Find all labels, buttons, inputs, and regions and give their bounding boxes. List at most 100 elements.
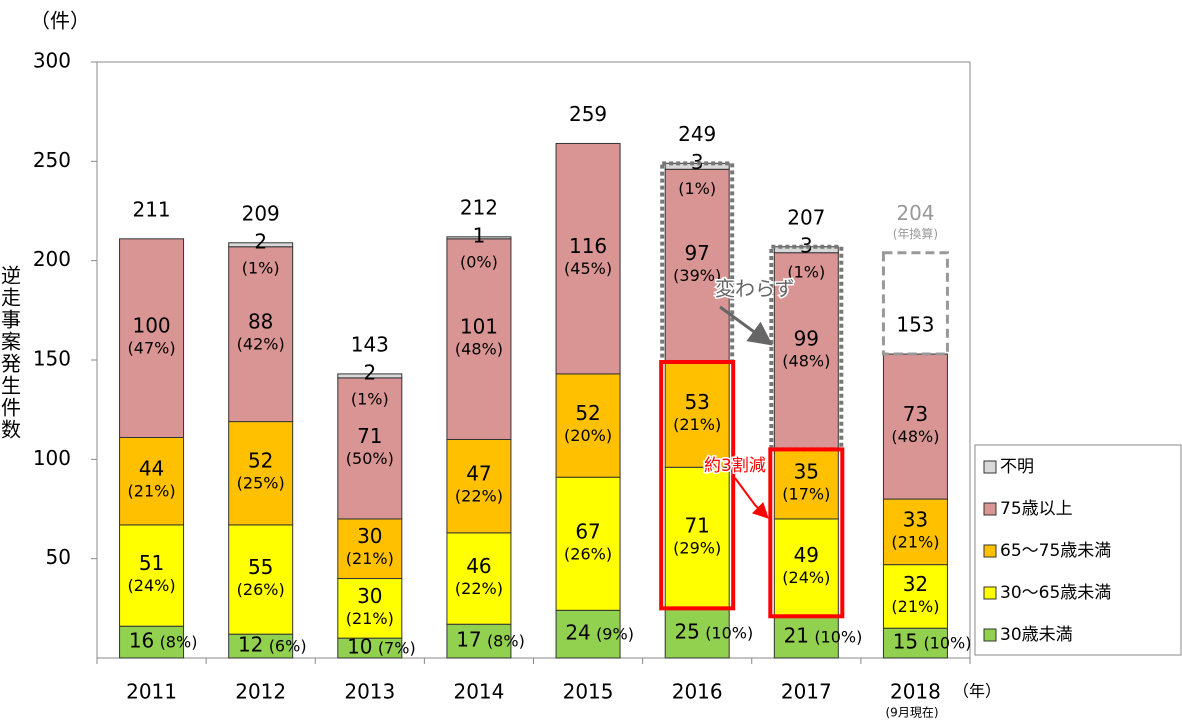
- percent-label: (20%): [564, 426, 612, 445]
- percent-label: (21%): [673, 415, 721, 434]
- value-label: 116: [569, 234, 607, 258]
- arrow: [734, 477, 769, 519]
- legend-label: 75歳以上: [1000, 499, 1073, 519]
- percent-label: (26%): [564, 544, 612, 563]
- annotation: 約3割減: [704, 456, 766, 476]
- total-label: 209: [242, 201, 280, 225]
- percent-label pct: (10%): [705, 624, 753, 643]
- percent-label pct: (9%): [596, 625, 634, 644]
- value-label: 88: [248, 310, 273, 334]
- value-label: 73: [903, 402, 928, 426]
- percent-label: (48%): [782, 352, 830, 371]
- bar-segment: [446, 236, 512, 240]
- value-label: 16: [129, 629, 154, 653]
- total-label: 249: [678, 122, 716, 146]
- bar-segment: [882, 353, 948, 500]
- value-label: 33: [903, 507, 928, 531]
- value-label: 97: [684, 241, 709, 265]
- percent-label: (24%): [128, 576, 176, 595]
- bar-segment: [773, 448, 839, 520]
- bar-segment: [773, 252, 839, 450]
- value-label: 67: [575, 519, 600, 543]
- value-label: 12: [238, 633, 263, 657]
- percent-label: (21%): [346, 609, 394, 628]
- bar-segment: [337, 578, 403, 639]
- legend-label: 不明: [1000, 457, 1034, 477]
- value-label: 1: [473, 223, 486, 247]
- total-label: 207: [787, 205, 825, 229]
- percent-label: (1%): [678, 179, 716, 198]
- x-unit: （年）: [953, 682, 1001, 701]
- bar-segment: [228, 421, 294, 526]
- value-label: 52: [248, 449, 273, 473]
- bar-segment: [555, 476, 621, 611]
- y-unit: （件）: [30, 9, 90, 33]
- percent-label: (1%): [242, 258, 280, 277]
- percent-label: (1%): [787, 262, 825, 281]
- value-label: 53: [684, 390, 709, 414]
- x-tick-label: 2012: [235, 680, 286, 704]
- value-label: 35: [794, 460, 819, 484]
- bar-segment: [228, 524, 294, 635]
- legend-label: 30〜65歳未満: [1000, 583, 1111, 603]
- value-label: 2: [254, 229, 267, 253]
- value-label: 44: [139, 457, 164, 481]
- value-label: 100: [132, 314, 170, 338]
- value-label: 2: [363, 360, 376, 384]
- annotation: 変わらず: [715, 277, 795, 301]
- y-axis-label: 逆走事案発生件数: [0, 265, 22, 441]
- value-label: 47: [466, 462, 491, 486]
- percent-label pct: (8%): [487, 632, 525, 651]
- percent-label: (39%): [673, 266, 721, 285]
- y-tick-label: 300: [33, 49, 71, 73]
- y-tick-label: 50: [46, 545, 71, 569]
- percent-label: (21%): [891, 532, 939, 551]
- percent-label: (17%): [782, 485, 830, 504]
- percent-label: (45%): [564, 259, 612, 278]
- x-tick-label: 2017: [781, 680, 832, 704]
- y-tick-label: 250: [33, 148, 71, 172]
- percent-label: (21%): [128, 482, 176, 501]
- percent-label: (22%): [455, 487, 503, 506]
- percent-label pct: (10%): [814, 628, 862, 647]
- percent-label pct: (7%): [378, 639, 416, 658]
- percent-label: (50%): [346, 449, 394, 468]
- value-label: 24: [565, 621, 590, 645]
- annualized-label: (年換算): [893, 226, 938, 241]
- x-tick-label: 2011: [126, 680, 177, 704]
- arrow: [719, 305, 773, 346]
- total-label: 212: [460, 195, 498, 219]
- decrease-box: [768, 447, 845, 619]
- bar-segment: [773, 518, 839, 617]
- percent-label: (26%): [237, 580, 285, 599]
- category-note: (9月現在): [886, 706, 939, 720]
- y-tick-label: 150: [33, 347, 71, 371]
- bar-segment: [119, 238, 185, 438]
- percent-label pct: (8%): [160, 633, 198, 652]
- y-tick-label: 100: [33, 446, 71, 470]
- bar-segment: [555, 373, 621, 478]
- plot-frame: [96, 61, 971, 659]
- x-tick-label: 2014: [453, 680, 504, 704]
- bar-segment: [882, 627, 948, 659]
- percent-label: (25%): [237, 474, 285, 493]
- percent-label pct: (6%): [269, 637, 307, 656]
- legend-swatch: [983, 628, 997, 642]
- percent-label: (0%): [460, 252, 498, 271]
- percent-label: (24%): [782, 568, 830, 587]
- bar-segment: [446, 532, 512, 625]
- value-label: 99: [794, 327, 819, 351]
- bar-segment: [119, 625, 185, 659]
- bar-segment: [337, 373, 403, 379]
- bar-segment: [664, 466, 730, 609]
- value-label: 15: [893, 630, 918, 654]
- legend-swatch: [983, 502, 997, 516]
- x-tick-label: 2016: [672, 680, 723, 704]
- value-label: 71: [684, 513, 709, 537]
- x-tick-label: 2015: [563, 680, 614, 704]
- legend-swatch: [983, 544, 997, 558]
- total-label: 211: [132, 197, 170, 221]
- percent-label: (48%): [891, 427, 939, 446]
- value-label: 55: [248, 555, 273, 579]
